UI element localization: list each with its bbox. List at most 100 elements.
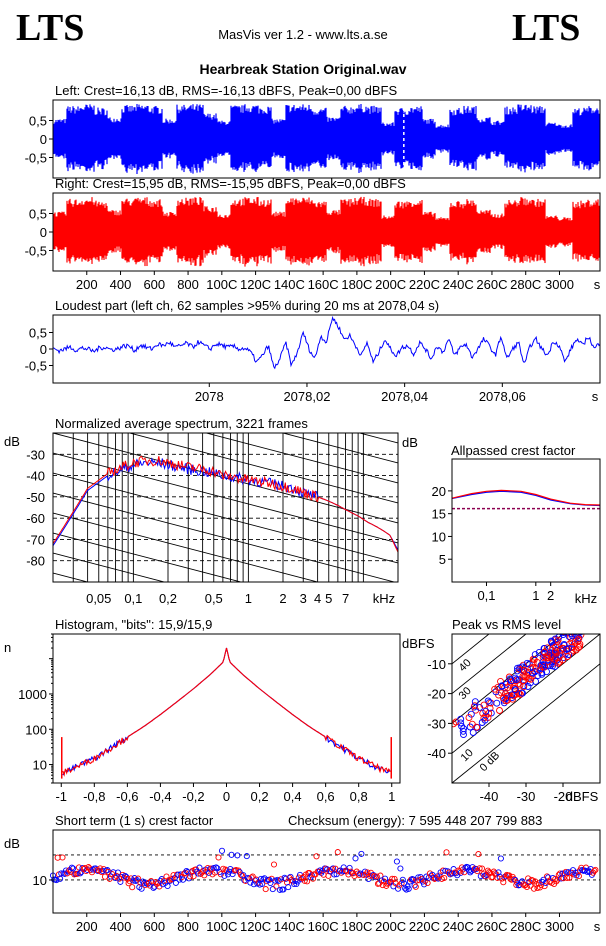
left-waveform-ytick: 0: [40, 132, 47, 147]
peak-vs-rms-point: [554, 659, 562, 667]
peak-vs-rms-point: [544, 661, 552, 669]
short-term-crest-point: [377, 872, 384, 879]
short-term-crest-point: [114, 869, 122, 876]
right-waveform-xtick: 200C: [375, 277, 406, 292]
short-term-crest-point: [70, 865, 77, 872]
peak-vs-rms-point: [537, 661, 545, 669]
short-term-crest-point: [269, 886, 276, 893]
peak-vs-rms-diag: [452, 634, 600, 754]
short-term-crest-point: [532, 878, 539, 885]
peak-vs-rms-point: [491, 685, 499, 693]
loudest-part-xtick: 2078,06: [479, 389, 526, 404]
right-waveform-xtick: 280C: [510, 277, 541, 292]
short-term-crest-point: [262, 886, 269, 893]
peak-vs-rms-point: [540, 644, 548, 652]
right-waveform-xtick: 160C: [308, 277, 339, 292]
short-term-crest-point: [68, 864, 75, 871]
short-term-crest-point: [530, 885, 538, 892]
spectrum-diag: [53, 313, 398, 403]
peak-vs-rms-xtick: -30: [517, 789, 536, 804]
short-term-crest-xtick: 120C: [240, 919, 271, 934]
short-term-crest-xtick: 3000: [545, 919, 574, 934]
loudest-part-ytick: -0,5: [25, 359, 47, 374]
loudest-part-title: Loudest part (left ch, 62 samples >95% d…: [55, 298, 439, 313]
peak-vs-rms-point: [498, 682, 506, 690]
lts-logo-right: LTS: [512, 7, 581, 49]
peak-vs-rms-point: [458, 722, 466, 730]
spectrum-ytick: -80: [26, 554, 45, 569]
peak-vs-rms-ytick: -20: [427, 687, 446, 702]
peak-vs-rms-point: [523, 659, 531, 667]
short-term-crest-point: [237, 871, 244, 878]
short-term-crest-point: [389, 875, 396, 882]
spectrum-grid: [53, 313, 398, 582]
short-term-crest-point: [395, 885, 402, 892]
short-term-crest-point: [267, 879, 274, 887]
peak-vs-rms-point: [577, 626, 583, 632]
peak-vs-rms-point: [578, 634, 584, 636]
peak-vs-rms-point: [484, 697, 492, 705]
short-term-crest-point: [365, 875, 372, 883]
short-term-crest-point: [543, 873, 551, 880]
peak-vs-rms-xunit: dBFS: [566, 789, 599, 804]
histogram-xtick: 0: [223, 789, 230, 804]
short-term-crest-point: [411, 882, 418, 889]
spectrum-xtick: 5: [325, 591, 332, 606]
short-term-crest-point: [270, 861, 278, 868]
crest-factor-xtick: 1: [532, 588, 539, 603]
short-term-crest-point: [129, 884, 136, 891]
short-term-crest-point: [256, 881, 263, 888]
peak-vs-rms-diag: [452, 663, 600, 783]
peak-vs-rms-plot: [452, 621, 600, 783]
peak-vs-rms-point: [519, 689, 526, 697]
crest-factor-ylabel: dB: [402, 435, 418, 450]
peak-vs-rms-point: [577, 626, 583, 632]
short-term-crest-point: [53, 877, 60, 884]
peak-vs-rms-point: [574, 623, 580, 629]
short-term-crest-ytick: 10: [33, 873, 47, 888]
short-term-crest-point: [478, 865, 486, 872]
spectrum-ytick: -70: [26, 532, 45, 547]
short-term-crest-point: [441, 874, 448, 882]
loudest-part-xtick: 2078,02: [283, 389, 330, 404]
spectrum-ytick: -40: [26, 469, 45, 484]
short-term-crest-point: [464, 864, 471, 871]
short-term-crest-point: [541, 883, 548, 890]
crest-factor-frame: [451, 458, 601, 583]
loudest-part-xunit: s: [592, 389, 599, 404]
peak-vs-rms-point: [508, 691, 516, 699]
left-waveform-title: Left: Crest=16,13 dB, RMS=-16,13 dBFS, P…: [55, 83, 397, 98]
peak-vs-rms-point: [560, 645, 568, 652]
peak-vs-rms-point: [568, 634, 576, 640]
peak-vs-rms-point: [571, 621, 577, 627]
spectrum-ytick: -50: [26, 490, 45, 505]
short-term-crest-point: [497, 855, 504, 862]
right-waveform-xtick: 180C: [341, 277, 372, 292]
spectrum-diag: [204, 433, 398, 484]
left-waveform-ytick: -0,5: [25, 151, 47, 166]
peak-vs-rms-point: [510, 685, 518, 692]
peak-vs-rms-point: [524, 683, 532, 690]
short-term-crest-point: [301, 877, 308, 884]
peak-vs-rms-point: [502, 695, 510, 702]
peak-vs-rms-ytick: -30: [427, 716, 446, 731]
short-term-crest-point: [278, 876, 285, 883]
loudest-part-xtick: 2078: [195, 389, 224, 404]
short-term-crest-point: [591, 867, 598, 874]
histogram-xtick: 1: [388, 789, 395, 804]
peak-vs-rms-diag-label: 10: [459, 747, 476, 764]
peak-vs-rms-point: [576, 625, 582, 631]
short-term-crest-xtick: 160C: [308, 919, 339, 934]
short-term-crest-point: [421, 881, 428, 888]
peak-vs-rms-point: [566, 623, 572, 629]
peak-vs-rms-point: [471, 698, 479, 706]
spectrum-xtick: 7: [342, 591, 349, 606]
short-term-crest-xtick: 280C: [510, 919, 541, 934]
short-term-crest-frame: [52, 829, 601, 914]
peak-vs-rms-point: [551, 647, 559, 655]
spectrum-xtick: 1: [245, 591, 252, 606]
spectrum-title: Normalized average spectrum, 3221 frames: [55, 416, 308, 431]
short-term-crest-point: [77, 870, 84, 877]
short-term-crest-point: [304, 878, 311, 885]
